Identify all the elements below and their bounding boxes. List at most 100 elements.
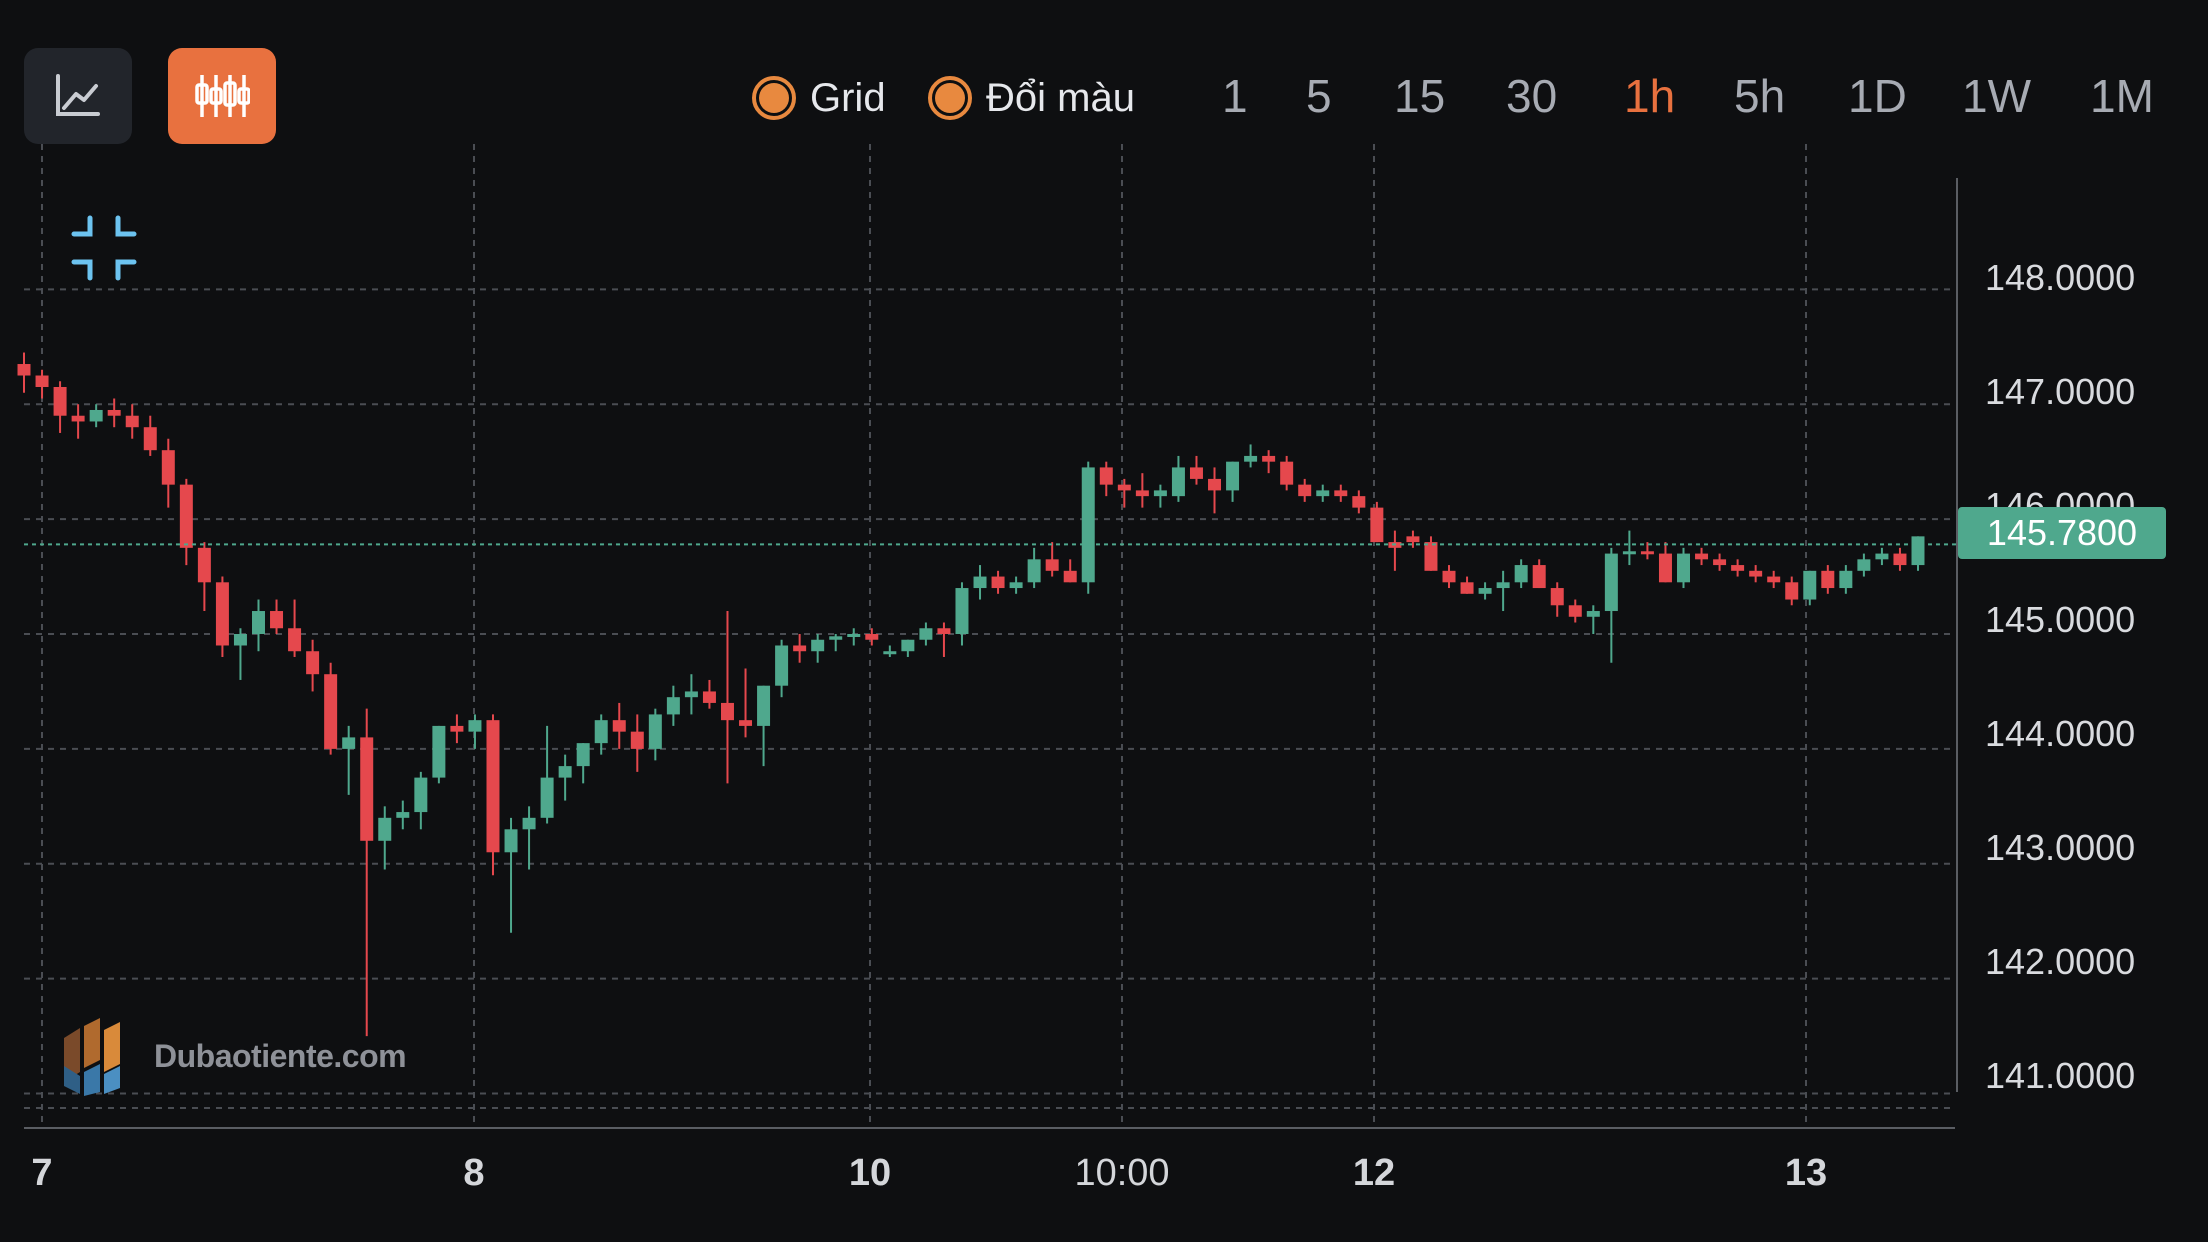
candle-body	[847, 634, 861, 637]
candle-body	[1009, 582, 1023, 589]
timeframe-30[interactable]: 30	[1506, 70, 1558, 122]
candle-body	[1460, 582, 1474, 594]
candle-body	[288, 628, 302, 652]
candle-body	[1568, 605, 1582, 617]
timeframe-1h[interactable]: 1h	[1624, 70, 1676, 122]
candle-body	[35, 375, 49, 387]
timeframe-5h[interactable]: 5h	[1734, 70, 1786, 122]
candle-body	[414, 777, 428, 813]
candle-body	[1749, 570, 1763, 577]
logo-icon	[64, 1018, 120, 1096]
candle-body	[1622, 551, 1636, 555]
candle-body	[666, 697, 680, 715]
candle-body	[883, 651, 897, 655]
candle-body	[450, 725, 464, 732]
candle-body	[1280, 461, 1294, 485]
candle-body	[937, 628, 951, 634]
candle-body	[1893, 553, 1907, 566]
candle-body	[1316, 490, 1330, 497]
candle-body	[1532, 565, 1546, 589]
candle-body	[161, 450, 175, 485]
candle-body	[594, 720, 608, 744]
timeframe-5[interactable]: 5	[1306, 70, 1332, 122]
candle-body	[1099, 467, 1113, 485]
candle-body	[1081, 467, 1095, 583]
watermark: Dubaotiente.com	[60, 1016, 407, 1096]
y-tick-label: 148.0000	[1985, 257, 2136, 298]
candle-body	[811, 639, 825, 652]
grid-radio[interactable]	[752, 76, 796, 120]
candle-body	[143, 427, 157, 451]
candle-body	[1298, 484, 1312, 497]
candle-body	[1640, 551, 1654, 555]
line-chart-icon	[56, 74, 100, 116]
y-tick-label: 145.0000	[1985, 599, 2136, 640]
x-tick-label: 10:00	[1074, 1152, 1170, 1194]
timeframe-1w[interactable]: 1W	[1962, 70, 2031, 122]
candle-body	[973, 576, 987, 589]
candle-body	[396, 812, 410, 818]
candle-body	[1478, 588, 1492, 594]
candle-body	[1370, 507, 1384, 543]
candle-body	[684, 691, 698, 698]
candlestick-button[interactable]	[168, 48, 276, 144]
y-tick-label: 142.0000	[1985, 941, 2136, 982]
candle-body	[1352, 496, 1366, 508]
timeframe-1d[interactable]: 1D	[1848, 70, 1907, 122]
line-chart-button[interactable]	[24, 48, 132, 144]
candle-body	[702, 691, 716, 703]
candle-body	[432, 725, 446, 778]
candle-body	[1604, 553, 1618, 612]
y-tick-label: 144.0000	[1985, 713, 2136, 754]
candle-body	[1731, 565, 1745, 571]
candle-body	[1244, 455, 1258, 462]
candle-body	[558, 766, 572, 778]
candle-body	[1821, 570, 1835, 589]
timeframe-1m[interactable]: 1M	[2090, 70, 2154, 122]
color-toggle[interactable]: Đổi màu	[928, 58, 1135, 138]
candle-body	[1171, 467, 1185, 497]
candle-body	[829, 636, 843, 640]
timeframe-1[interactable]: 1	[1222, 70, 1248, 122]
candle-body	[125, 415, 139, 428]
candle-body	[1839, 570, 1853, 589]
candle-body	[179, 484, 193, 548]
candle-body	[757, 685, 771, 726]
candlestick-icon	[195, 75, 250, 117]
candle-body	[1586, 611, 1600, 617]
candle-body	[775, 645, 789, 686]
candle-body	[197, 547, 211, 583]
x-tick-label: 13	[1784, 1152, 1828, 1194]
candle-body	[1442, 570, 1456, 583]
y-tick-label: 147.0000	[1985, 371, 2136, 412]
color-label: Đổi màu	[986, 75, 1135, 120]
candle-body	[270, 611, 284, 629]
candle-body	[1785, 582, 1799, 600]
collapse-icon[interactable]	[68, 212, 140, 284]
candle-body	[1406, 536, 1420, 543]
candle-body	[107, 409, 121, 416]
candle-body	[1063, 570, 1077, 583]
candle-body	[522, 817, 536, 830]
color-radio[interactable]	[928, 76, 972, 120]
current-price-badge: 145.7800	[1958, 507, 2166, 559]
candle-body	[1713, 559, 1727, 566]
candle-body	[89, 409, 103, 422]
candle-body	[1695, 553, 1709, 560]
x-tick-label: 10	[848, 1152, 892, 1194]
candle-body	[1658, 553, 1672, 583]
candle-body	[1550, 588, 1564, 606]
candle-body	[378, 817, 392, 841]
y-tick-label: 143.0000	[1985, 827, 2136, 868]
candle-body	[1911, 536, 1925, 566]
candle-body	[342, 737, 356, 749]
candle-body	[1117, 484, 1131, 491]
candle-body	[71, 415, 85, 422]
candle-body	[919, 628, 933, 640]
timeframe-15[interactable]: 15	[1394, 70, 1446, 122]
grid-toggle[interactable]: Grid	[752, 58, 886, 138]
candle-body	[1424, 542, 1438, 571]
candle-body	[1677, 553, 1690, 583]
grid-label: Grid	[810, 75, 886, 120]
